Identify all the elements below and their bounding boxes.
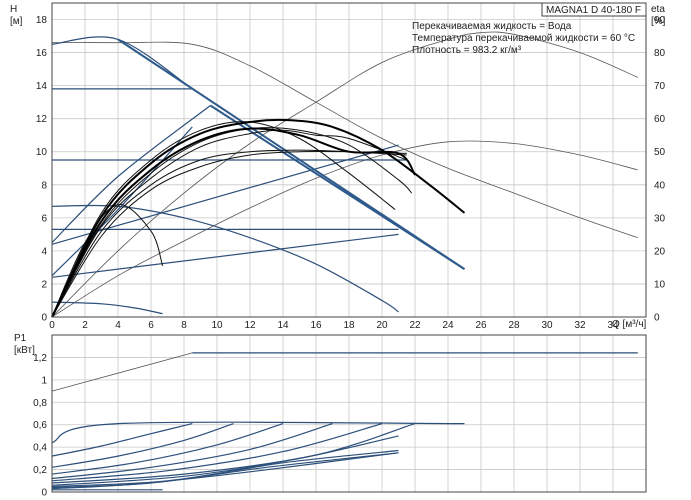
efficiency-tick-label: 0 xyxy=(654,313,660,324)
head-curve xyxy=(51,36,193,90)
efficiency-tick-label: 40 xyxy=(654,180,666,191)
model-label: MAGNA1 D 40-180 F xyxy=(546,5,641,16)
head-curve xyxy=(51,204,164,318)
power-curves xyxy=(51,352,638,491)
head-tick-label: 12 xyxy=(36,114,48,125)
head-curve xyxy=(209,104,466,270)
head-chart-frame xyxy=(51,2,647,318)
head-tick-label: 4 xyxy=(41,246,47,257)
power-curve xyxy=(51,435,399,486)
head-curve xyxy=(51,105,211,244)
power-axis-label: P1 xyxy=(14,333,27,344)
x-tick-label: 26 xyxy=(475,320,487,331)
head-curve xyxy=(51,129,407,318)
power-curve xyxy=(51,423,416,484)
power-curve xyxy=(51,423,333,480)
x-tick-label: 6 xyxy=(148,320,154,331)
head-tick-label: 14 xyxy=(36,81,48,92)
power-curve xyxy=(51,421,465,444)
head-curve xyxy=(51,118,466,318)
efficiency-tick-label: 30 xyxy=(654,213,666,224)
power-tick-label: 1,2 xyxy=(33,353,47,364)
x-tick-label: 30 xyxy=(541,320,553,331)
head-chart-grid xyxy=(51,3,646,318)
head-tick-label: 18 xyxy=(36,15,48,26)
model-label-box xyxy=(541,2,647,17)
power-curve xyxy=(51,423,383,482)
head-curve xyxy=(51,149,407,318)
head-tick-label: 2 xyxy=(41,279,47,290)
efficiency-tick-label: 10 xyxy=(654,279,666,290)
head-curve xyxy=(51,150,407,318)
x-tick-label: 8 xyxy=(181,320,187,331)
x-tick-label: 0 xyxy=(49,320,55,331)
head-curve xyxy=(51,41,638,239)
x-tick-label: 10 xyxy=(211,320,223,331)
power-tick-label: 0,6 xyxy=(33,420,47,431)
info-temperature: Температура перекачиваемой жидкости = 60… xyxy=(412,33,635,44)
power-tick-label: 0,2 xyxy=(33,465,47,476)
head-curve xyxy=(51,140,638,318)
power-tick-label: 0 xyxy=(41,488,47,499)
head-curve xyxy=(51,144,399,245)
power-curve xyxy=(51,423,234,468)
head-curve xyxy=(51,233,399,278)
efficiency-tick-label: 90 xyxy=(654,15,666,26)
head-efficiency-curves xyxy=(51,31,638,318)
x-tick-label: 34 xyxy=(607,320,619,331)
efficiency-tick-label: 60 xyxy=(654,114,666,125)
power-axis-unit: [кВт] xyxy=(14,345,35,356)
head-curve xyxy=(51,301,163,315)
power-curve xyxy=(51,452,399,490)
efficiency-tick-label: 20 xyxy=(654,246,666,257)
power-tick-label: 0,8 xyxy=(33,398,47,409)
x-tick-label: 28 xyxy=(508,320,520,331)
power-curve xyxy=(51,423,284,475)
x-tick-label: 22 xyxy=(409,320,421,331)
head-tick-label: 6 xyxy=(41,213,47,224)
efficiency-tick-label: 50 xyxy=(654,147,666,158)
head-axis-label: H xyxy=(10,4,17,15)
info-fluid: Перекачиваемая жидкость = Вода xyxy=(412,21,572,32)
head-tick-label: 0 xyxy=(41,313,47,324)
x-tick-label: 24 xyxy=(442,320,454,331)
x-tick-label: 20 xyxy=(376,320,388,331)
power-tick-label: 0,4 xyxy=(33,443,47,454)
x-tick-label: 32 xyxy=(574,320,586,331)
x-tick-label: 4 xyxy=(115,320,121,331)
head-tick-label: 8 xyxy=(41,180,47,191)
efficiency-axis-unit: [%] xyxy=(651,16,666,27)
axis-tick-labels: 0 2 4 6 8 10 12 14 16 18 20 22 24 26 28 30 32 34024681012… xyxy=(33,15,665,498)
head-tick-label: 16 xyxy=(36,48,48,59)
power-chart-frame xyxy=(51,334,647,493)
power-curve xyxy=(51,352,193,392)
flow-axis-label: Q [м³/ч] xyxy=(612,319,647,330)
power-tick-label: 1 xyxy=(41,375,47,386)
head-curve xyxy=(51,127,416,318)
efficiency-tick-label: 80 xyxy=(654,48,666,59)
x-tick-label: 2 xyxy=(82,320,88,331)
power-curve xyxy=(51,449,399,487)
x-tick-label: 16 xyxy=(310,320,322,331)
x-tick-label: 12 xyxy=(244,320,256,331)
efficiency-axis-label: eta xyxy=(651,4,665,15)
efficiency-tick-label: 70 xyxy=(654,81,666,92)
x-tick-label: 18 xyxy=(343,320,355,331)
x-tick-label: 14 xyxy=(277,320,289,331)
head-axis-unit: [м] xyxy=(10,16,23,27)
head-tick-label: 10 xyxy=(36,147,48,158)
power-curve xyxy=(51,423,193,457)
head-curve xyxy=(51,121,396,318)
info-density: Плотность = 983.2 кг/м³ xyxy=(412,45,522,56)
head-curve xyxy=(51,31,638,318)
